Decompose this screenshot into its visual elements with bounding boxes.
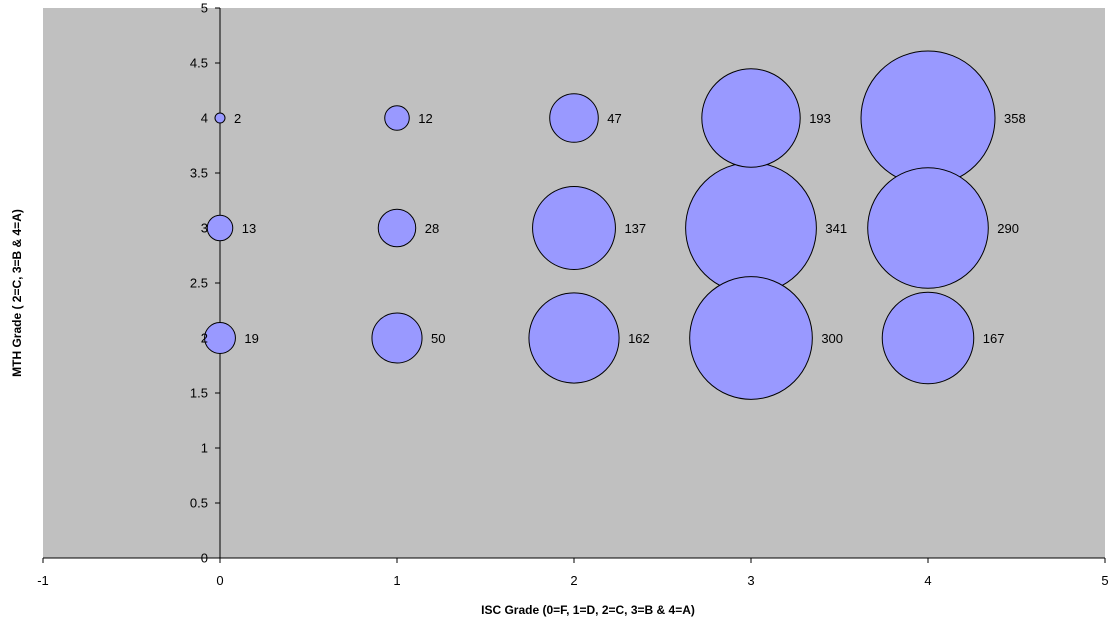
bubbles <box>204 50 996 400</box>
bubble-data-label: 28 <box>425 221 439 236</box>
bubble-data-label: 13 <box>242 221 256 236</box>
y-tick-label: 0 <box>201 551 208 566</box>
bubble <box>701 68 801 168</box>
bubble <box>528 292 620 384</box>
bubble <box>377 208 417 248</box>
data-labels: 2 12 47 193 358 13 28 137 341 290 19 50 162 300 167 <box>234 111 1026 346</box>
y-tick-label: 0.5 <box>190 496 208 511</box>
bubble-data-label: 50 <box>431 331 445 346</box>
bubble-data-label: 12 <box>418 111 432 126</box>
bubble-data-label: 47 <box>607 111 621 126</box>
bubble <box>214 112 226 124</box>
bubble-data-label: 19 <box>244 331 258 346</box>
bubble <box>371 312 423 364</box>
bubble-data-label: 290 <box>997 221 1019 236</box>
y-tick-label: 2.5 <box>190 276 208 291</box>
y-tick-labels: 0 0.5 1 1.5 2 2.5 3 3.5 4 4.5 5 <box>190 1 208 566</box>
bubble <box>204 322 236 354</box>
bubble-data-label: 2 <box>234 111 241 126</box>
x-tick-label: 2 <box>570 573 577 588</box>
bubble <box>384 105 410 131</box>
y-tick-label: 3 <box>201 221 208 236</box>
x-tick-label: 4 <box>924 573 931 588</box>
x-tick-label: 3 <box>747 573 754 588</box>
y-tick-label: 3.5 <box>190 166 208 181</box>
bubble <box>881 291 975 385</box>
bubble <box>860 50 996 186</box>
bubble <box>689 276 813 400</box>
y-tick-label: 4.5 <box>190 56 208 71</box>
axes <box>42 7 1106 563</box>
bubble <box>206 214 234 242</box>
x-tick-labels: -1 0 1 2 3 4 5 <box>37 573 1108 588</box>
y-tick-label: 1.5 <box>190 386 208 401</box>
bubble-data-label: 300 <box>821 331 843 346</box>
bubble-data-label: 162 <box>628 331 650 346</box>
bubble-data-label: 167 <box>983 331 1005 346</box>
y-tick-label: 2 <box>201 331 208 346</box>
x-axis-title: ISC Grade (0=F, 1=D, 2=C, 3=B & 4=A) <box>481 603 695 617</box>
bubble <box>549 93 599 143</box>
x-tick-label: 5 <box>1101 573 1108 588</box>
x-tick-label: -1 <box>37 573 49 588</box>
bubble-data-label: 193 <box>809 111 831 126</box>
bubble <box>685 162 817 294</box>
y-tick-label: 1 <box>201 441 208 456</box>
y-axis-title: MTH Grade ( 2=C, 3=B & 4=A) <box>10 209 24 377</box>
x-tick-label: 1 <box>393 573 400 588</box>
y-tick-label: 4 <box>201 111 208 126</box>
x-tick-label: 0 <box>216 573 223 588</box>
bubble <box>867 167 989 289</box>
bubble <box>532 186 616 270</box>
bubble-data-label: 358 <box>1004 111 1026 126</box>
bubble-data-label: 341 <box>825 221 847 236</box>
y-tick-label: 5 <box>201 1 208 16</box>
bubble-data-label: 137 <box>624 221 646 236</box>
